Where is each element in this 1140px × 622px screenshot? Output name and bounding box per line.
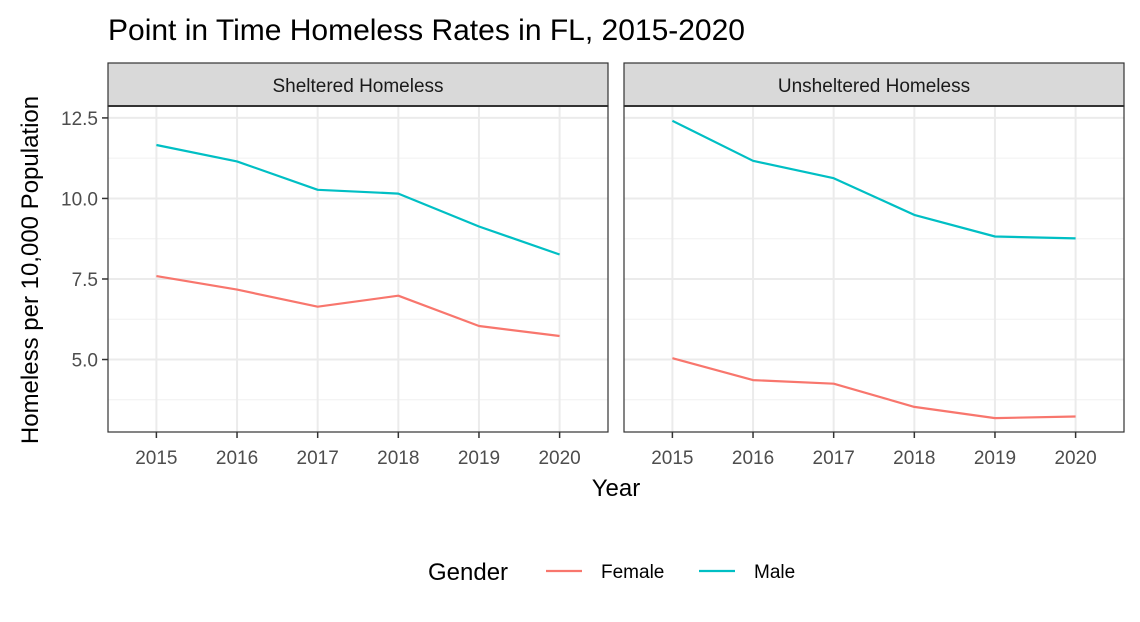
series-line-male xyxy=(671,119,1076,240)
x-tick-label: 2020 xyxy=(538,448,580,469)
facet-strip-label: Sheltered Homeless xyxy=(272,76,443,97)
panel-unsheltered: Unsheltered Homeless 2015 2016 2017 2018 2019… xyxy=(623,62,1125,469)
panel-background xyxy=(108,106,608,432)
y-tick-label: 12.5 xyxy=(61,109,98,130)
x-axis-title: Year xyxy=(592,475,641,502)
x-tick-label: 2019 xyxy=(458,448,500,469)
x-tick-label: 2017 xyxy=(297,448,339,469)
x-tick-label: 2016 xyxy=(732,448,774,469)
facet-strip-label: Unsheltered Homeless xyxy=(778,76,970,97)
x-tick-label: 2018 xyxy=(377,448,419,469)
x-tick-label: 2016 xyxy=(216,448,258,469)
legend-label-female: Female xyxy=(601,562,664,583)
facet-strip xyxy=(623,62,1125,107)
series-line-female xyxy=(672,357,1076,420)
series-line-female xyxy=(156,275,560,338)
x-tick-label: 2015 xyxy=(135,448,177,469)
series-line-male xyxy=(156,143,560,256)
panel-background xyxy=(624,106,1124,432)
panel-sheltered: Sheltered Homeless 2015 2016 2017 2018 2019 20… xyxy=(61,62,609,469)
x-tick-label: 2018 xyxy=(893,448,935,469)
legend: Gender Female Male xyxy=(428,559,795,586)
y-tick-label: 10.0 xyxy=(61,189,98,210)
x-tick-label: 2015 xyxy=(651,448,693,469)
chart-title: Point in Time Homeless Rates in FL, 2015… xyxy=(108,14,745,47)
x-tick-label: 2017 xyxy=(813,448,855,469)
x-tick-label: 2020 xyxy=(1054,448,1096,469)
y-tick-label: 7.5 xyxy=(72,270,98,291)
x-tick-label: 2019 xyxy=(974,448,1016,469)
legend-title: Gender xyxy=(428,559,508,586)
y-axis-title: Homeless per 10,000 Population xyxy=(17,96,44,444)
y-tick-label: 5.0 xyxy=(72,351,98,372)
legend-label-male: Male xyxy=(754,562,795,583)
